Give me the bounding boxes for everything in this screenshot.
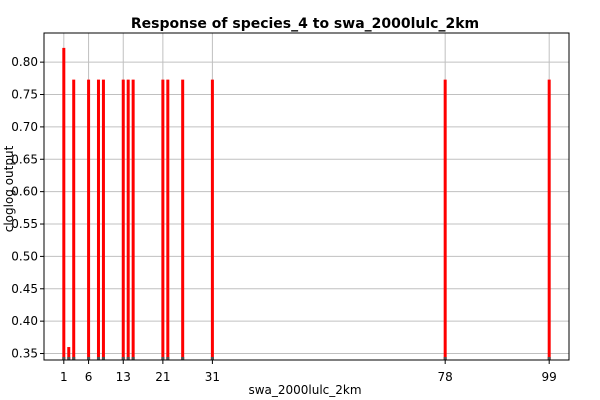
- bar-base-marker: [210, 357, 214, 360]
- bar-base-marker: [131, 357, 135, 360]
- bar-base-marker: [67, 357, 71, 360]
- bar: [131, 79, 135, 361]
- x-tick-label: 1: [60, 370, 68, 384]
- bar: [161, 79, 165, 361]
- bar-base-marker: [121, 357, 125, 360]
- x-tick-label: 78: [438, 370, 453, 384]
- chart-title: Response of species_4 to swa_2000lulc_2k…: [131, 16, 479, 32]
- bar-base-marker: [96, 357, 100, 360]
- y-tick-label: 0.75: [11, 88, 38, 102]
- x-axis-label: swa_2000lulc_2km: [248, 383, 361, 397]
- bar: [72, 79, 76, 361]
- bar-base-marker: [101, 357, 105, 360]
- y-tick-label: 0.70: [11, 120, 38, 134]
- x-tick-label: 21: [155, 370, 170, 384]
- bar-base-marker: [87, 357, 91, 360]
- bar-base-marker: [62, 357, 66, 360]
- plot-border: [43, 32, 570, 361]
- y-tick-label: 0.55: [11, 217, 38, 231]
- bar-base-marker: [161, 357, 165, 360]
- y-axis-label: cloglog output: [2, 145, 16, 232]
- bar-base-marker: [166, 357, 170, 360]
- bar: [101, 79, 105, 361]
- bar: [96, 79, 100, 361]
- bar: [443, 79, 447, 361]
- axes: [43, 32, 570, 361]
- bar: [62, 47, 66, 361]
- bar-base-marker: [443, 357, 447, 360]
- bars: [62, 47, 551, 361]
- bar: [126, 79, 130, 361]
- bar: [547, 79, 551, 361]
- bar-base-marker: [547, 357, 551, 360]
- x-ticks: 1 6 13 21 31 78 99: [60, 360, 557, 384]
- bar: [210, 79, 214, 361]
- x-tick-label: 6: [85, 370, 93, 384]
- x-tick-label: 13: [116, 370, 131, 384]
- y-tick-label: 0.65: [11, 152, 38, 166]
- y-tick-label: 0.35: [11, 347, 38, 361]
- y-ticks: 0.35 0.40 0.45 0.50 0.55 0.60 0.65 0.70 0.75 0.80: [11, 55, 44, 361]
- bar-base-marker: [126, 357, 130, 360]
- y-tick-label: 0.40: [11, 314, 38, 328]
- bar: [67, 347, 71, 360]
- plot-area: [44, 33, 569, 360]
- x-tick-label: 99: [542, 370, 557, 384]
- bar: [166, 79, 170, 361]
- bar: [121, 79, 125, 361]
- bar-base-marker: [181, 357, 185, 360]
- y-tick-label: 0.80: [11, 55, 38, 69]
- y-tick-label: 0.50: [11, 249, 38, 263]
- y-tick-label: 0.60: [11, 185, 38, 199]
- x-tick-label: 31: [205, 370, 220, 384]
- bar: [87, 79, 91, 361]
- bar-base-marker: [72, 357, 76, 360]
- bar: [181, 79, 185, 361]
- y-tick-label: 0.45: [11, 282, 38, 296]
